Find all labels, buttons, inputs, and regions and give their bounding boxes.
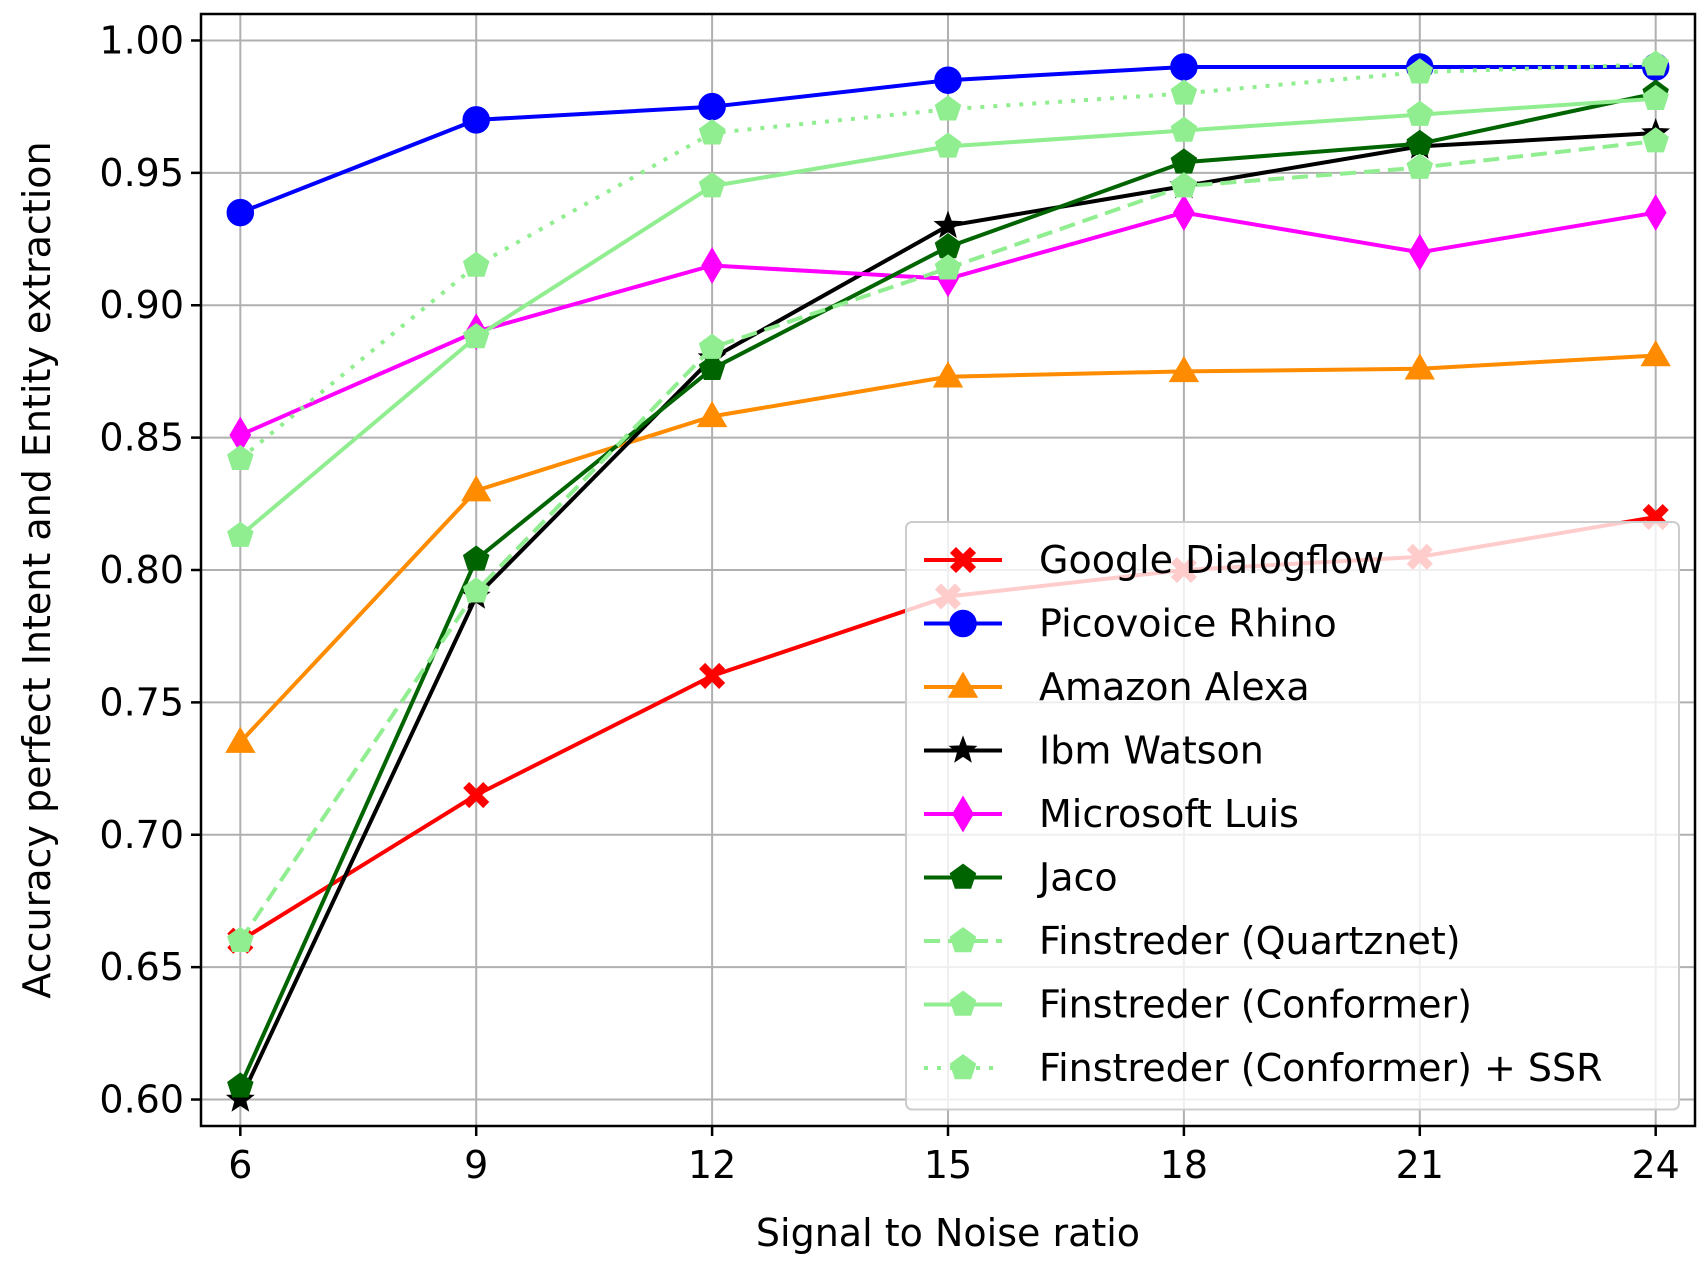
data-point (226, 198, 255, 227)
legend-entry: Finstreder (Quartznet) (924, 919, 1461, 963)
data-point (1644, 194, 1667, 232)
series-6 (227, 127, 1669, 952)
x-tick-label: 24 (1632, 1143, 1680, 1187)
legend-entry: Finstreder (Conformer) + SSR (924, 1046, 1603, 1090)
legend-marker (947, 671, 979, 698)
y-tick-label: 1.00 (99, 18, 184, 62)
y-tick-label: 0.95 (99, 151, 184, 195)
data-point (698, 354, 726, 381)
data-point (1642, 84, 1669, 110)
data-point (1640, 339, 1671, 367)
legend-marker (949, 546, 977, 574)
data-point (462, 545, 490, 571)
data-point (1642, 127, 1669, 153)
y-tick-label: 0.70 (99, 813, 184, 857)
data-point (227, 926, 254, 952)
legend-marker (949, 609, 977, 638)
data-point (462, 323, 490, 349)
legend-marker (949, 1054, 977, 1080)
data-point (1642, 50, 1669, 76)
data-point (1170, 116, 1198, 142)
legend-box (905, 521, 1680, 1111)
legend-marker (948, 735, 978, 763)
legend-entry: Jaco (924, 856, 1118, 900)
data-point (1406, 58, 1434, 84)
legend-label: Amazon Alexa (1039, 665, 1310, 709)
data-point (934, 66, 962, 94)
legend-entry: Picovoice Rhino (924, 602, 1337, 646)
data-point (1406, 100, 1434, 126)
data-point (225, 726, 256, 753)
y-tick-label: 0.85 (99, 416, 184, 460)
x-axis-title: Signal to Noise ratio (756, 1211, 1140, 1255)
x-tick-label: 12 (688, 1143, 736, 1187)
legend-label: Ibm Watson (1039, 729, 1264, 773)
axis-ticks: 6 9 12 15 18 21 24 0.60 0.65 0.70 0.75 0.80 0.85 0.90… (99, 18, 1679, 1187)
y-tick-label: 0.80 (99, 548, 184, 592)
x-tick-label: 6 (228, 1143, 252, 1187)
data-point (699, 662, 726, 689)
legend-label: Finstreder (Quartznet) (1039, 919, 1461, 963)
legend-marker (952, 795, 974, 833)
y-tick-label: 0.90 (99, 283, 184, 327)
data-point (934, 132, 962, 158)
data-point (934, 95, 962, 121)
x-tick-label: 9 (464, 1143, 488, 1187)
legend-entry: Google Dialogflow (924, 538, 1384, 582)
data-point (698, 92, 726, 121)
y-tick-label: 0.60 (99, 1078, 184, 1122)
legend-label: Jaco (1037, 856, 1118, 900)
data-point (1170, 53, 1198, 81)
legend-entry: Amazon Alexa (924, 665, 1310, 709)
data-point (462, 106, 490, 134)
series-7 (227, 84, 1669, 547)
legend-marker (949, 990, 977, 1016)
legend-marker (949, 863, 977, 889)
data-point (698, 172, 726, 198)
data-point (701, 247, 723, 285)
x-tick-label: 18 (1160, 1143, 1208, 1187)
data-point (1404, 353, 1435, 380)
legend-entry: Finstreder (Conformer) (924, 983, 1472, 1027)
data-point (463, 781, 490, 809)
x-tick-label: 21 (1396, 1143, 1444, 1187)
data-point (1168, 355, 1200, 383)
data-point (227, 1072, 254, 1098)
data-point (1170, 172, 1198, 198)
data-point (227, 521, 254, 547)
legend-label: Google Dialogflow (1039, 538, 1384, 582)
data-point (933, 210, 963, 239)
data-point (934, 254, 962, 280)
x-tick-label: 15 (924, 1143, 972, 1187)
data-point (461, 475, 492, 502)
legend: Google Dialogflow Picovoice Rhino Amazon A… (905, 521, 1680, 1111)
legend-entry: Microsoft Luis (924, 792, 1299, 836)
data-point (696, 400, 728, 428)
data-point (1408, 233, 1431, 271)
data-point (1170, 79, 1198, 105)
data-point (225, 1084, 255, 1112)
data-point (1173, 194, 1195, 232)
y-axis-title: Accuracy perfect Intent and Entity extra… (15, 141, 59, 998)
legend-label: Microsoft Luis (1039, 792, 1299, 836)
y-tick-label: 0.75 (99, 680, 184, 724)
data-point (462, 251, 490, 277)
legend-label: Picovoice Rhino (1039, 602, 1337, 646)
data-point (227, 444, 254, 471)
data-point (698, 333, 726, 359)
series-8 (227, 50, 1669, 471)
data-point (932, 361, 964, 388)
data-point (698, 119, 726, 145)
series-layer (225, 50, 1671, 1112)
y-tick-label: 0.65 (99, 945, 184, 989)
legend-label: Finstreder (Conformer) + SSR (1039, 1046, 1603, 1090)
legend-entry: Ibm Watson (924, 729, 1264, 773)
legend-label: Finstreder (Conformer) (1039, 983, 1472, 1027)
data-point (462, 577, 490, 603)
legend-marker (949, 927, 977, 953)
data-point (1406, 153, 1434, 179)
series-2 (225, 339, 1671, 753)
